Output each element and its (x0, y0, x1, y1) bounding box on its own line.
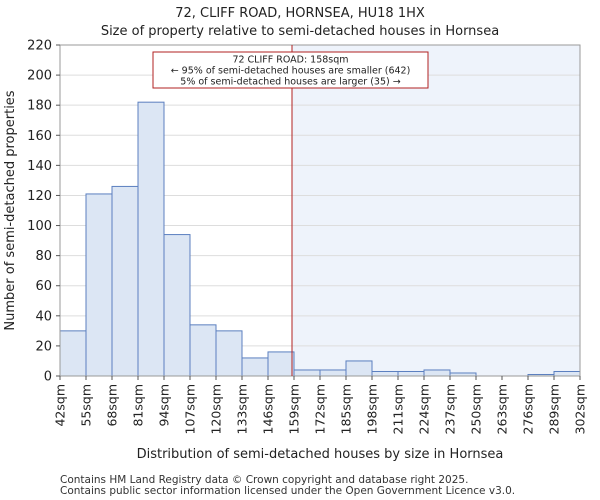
histogram-bar (319, 369, 347, 377)
histogram-bar (397, 370, 425, 377)
x-tick-label: 81sqm (131, 384, 146, 427)
x-tick-label: 263sqm (495, 384, 510, 434)
histogram-bar (111, 185, 139, 377)
footer-line2: Contains public sector information licen… (60, 485, 516, 497)
histogram-bar (267, 351, 295, 377)
x-tick-label: 55sqm (79, 384, 94, 427)
histogram-bar (553, 370, 581, 377)
y-tick-label: 160 (27, 129, 52, 144)
y-tick-label: 200 (27, 69, 52, 84)
x-tick-label: 107sqm (183, 384, 198, 434)
histogram-bar (189, 324, 217, 377)
x-tick-label: 211sqm (391, 384, 406, 434)
chart-title-line1: 72, CLIFF ROAD, HORNSEA, HU18 1HX (175, 6, 425, 21)
y-tick-label: 180 (27, 99, 52, 114)
y-tick-label: 60 (35, 279, 52, 294)
y-tick-label: 220 (27, 39, 52, 54)
chart-title-line2: Size of property relative to semi-detach… (100, 24, 500, 39)
x-tick-label: 133sqm (235, 384, 250, 434)
annotation-line3: 5% of semi-detached houses are larger (3… (180, 77, 400, 88)
y-tick-label: 40 (35, 309, 52, 324)
y-tick-label: 120 (27, 189, 52, 204)
x-tick-label: 42sqm (53, 384, 68, 427)
larger-region-shading (292, 45, 580, 376)
histogram-bar (241, 357, 269, 377)
histogram-bar (215, 330, 243, 377)
histogram-bar (423, 369, 451, 377)
x-tick-label: 146sqm (261, 384, 276, 434)
x-tick-label: 120sqm (209, 384, 224, 434)
x-tick-label: 68sqm (105, 384, 120, 427)
x-tick-label: 159sqm (287, 384, 302, 434)
annotation-box (152, 51, 429, 89)
x-axis-label: Distribution of semi-detached houses by … (137, 447, 504, 462)
y-axis-label: Number of semi-detached properties (3, 90, 18, 330)
y-tick-label: 100 (27, 219, 52, 234)
y-tick-label: 80 (35, 249, 52, 264)
histogram-bar (163, 234, 191, 377)
x-tick-label: 185sqm (339, 384, 354, 434)
annotation-line1: 72 CLIFF ROAD: 158sqm (232, 55, 348, 66)
histogram-bar (293, 369, 321, 377)
histogram-bar (371, 370, 399, 377)
x-tick-label: 94sqm (157, 384, 172, 427)
x-tick-label: 198sqm (365, 384, 380, 434)
histogram-bar (59, 330, 87, 377)
x-tick-label: 289sqm (547, 384, 562, 434)
x-tick-label: 302sqm (573, 384, 588, 434)
y-tick-label: 20 (35, 339, 52, 354)
x-tick-label: 276sqm (521, 384, 536, 434)
histogram-bar (345, 360, 373, 377)
x-tick-label: 237sqm (443, 384, 458, 434)
x-tick-label: 172sqm (313, 384, 328, 434)
y-tick-label: 0 (44, 370, 52, 385)
footer-line1: Contains HM Land Registry data © Crown c… (60, 474, 469, 486)
x-tick-label: 250sqm (469, 384, 484, 434)
x-tick-label: 224sqm (417, 384, 432, 434)
histogram-bar (85, 193, 113, 377)
y-tick-label: 140 (27, 159, 52, 174)
annotation-line2: ← 95% of semi-detached houses are smalle… (171, 66, 411, 77)
histogram-bar (137, 101, 165, 377)
